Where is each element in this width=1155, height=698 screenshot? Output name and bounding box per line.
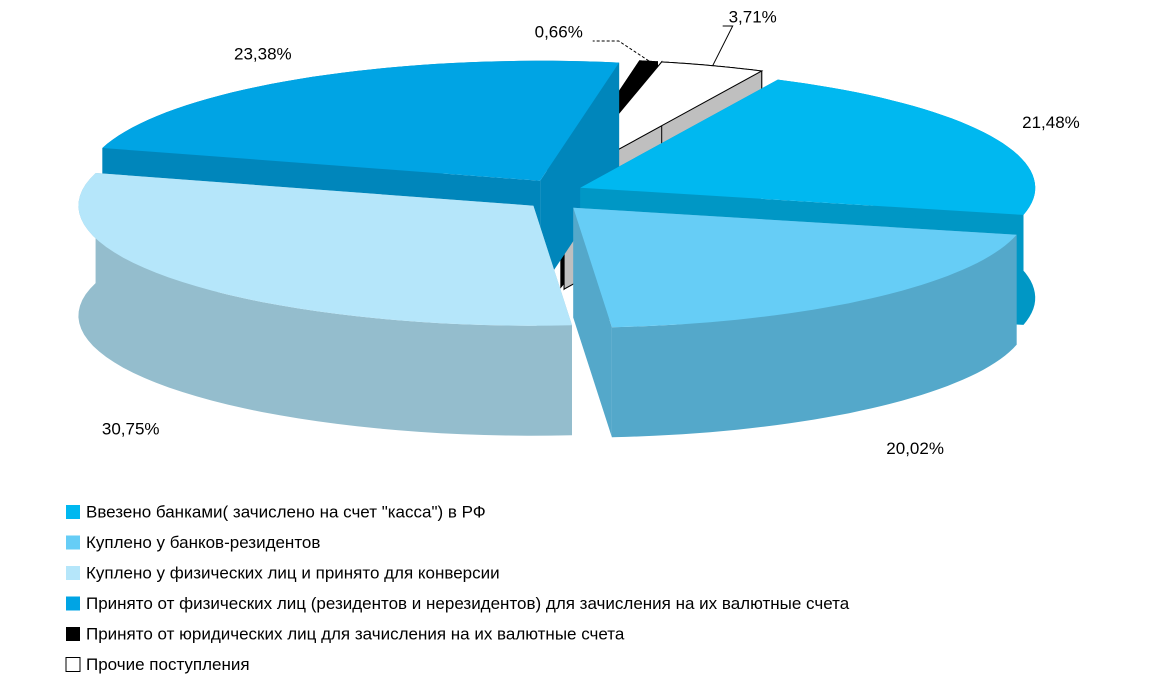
- slice-top: [580, 79, 1036, 215]
- slice: [78, 173, 573, 436]
- data-label: 20,02%: [886, 439, 944, 458]
- data-label: 0,66%: [535, 22, 583, 41]
- slice-side: [573, 207, 612, 438]
- legend-label: Куплено у физических лиц и принято для к…: [86, 563, 500, 582]
- legend-swatch: [66, 566, 80, 580]
- legend-label: Принято от юридических лиц для зачислени…: [86, 624, 625, 643]
- data-label: 3,71%: [729, 7, 777, 26]
- slice: [573, 207, 1017, 438]
- legend-label: Ввезено банками( зачислено на счет "касс…: [86, 502, 486, 521]
- legend-label: Принято от физических лиц (резидентов и …: [86, 594, 850, 613]
- slice-top: [78, 173, 573, 326]
- slice-wall: [611, 234, 1017, 438]
- legend-label: Прочие поступления: [86, 655, 250, 674]
- legend-swatch: [65, 657, 81, 672]
- legend-swatch: [66, 627, 80, 641]
- legend-label: Куплено у банков-резидентов: [86, 533, 320, 552]
- legend-swatch: [66, 535, 80, 550]
- data-label: 30,75%: [102, 419, 160, 438]
- data-label: 21,48%: [1022, 113, 1080, 132]
- legend-swatch: [66, 596, 80, 611]
- leader-line: [592, 40, 649, 62]
- slice-top: [102, 60, 620, 181]
- slice-wall: [78, 173, 573, 436]
- slice-top: [573, 207, 1017, 328]
- data-label: 23,38%: [234, 45, 292, 64]
- legend-swatch: [66, 505, 80, 519]
- leader-line: [712, 25, 734, 66]
